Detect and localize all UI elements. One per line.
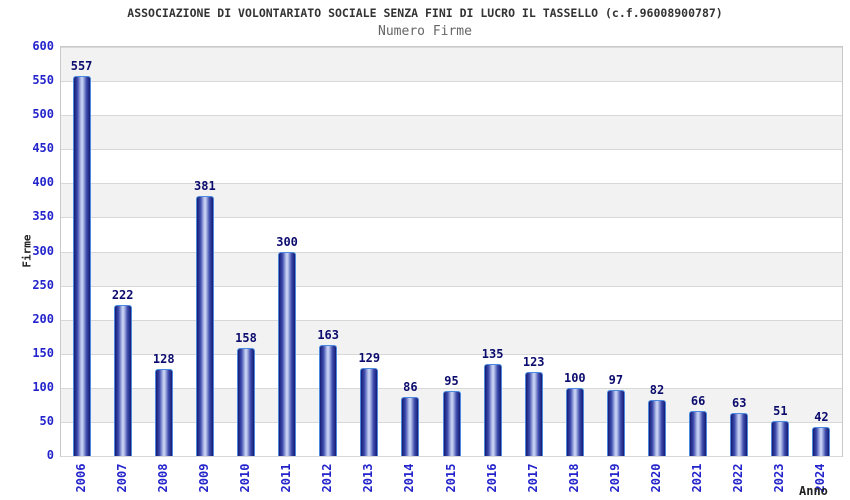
bar-value-label: 42 [814,410,829,425]
gridline [61,217,842,219]
bar-value-label: 95 [444,374,459,389]
y-tick-label: 600 [32,39,54,53]
x-axis-title: Anno [799,484,828,498]
gridline [61,47,842,48]
bar [689,411,708,456]
bar [319,344,338,456]
bar-value-label: 63 [732,396,747,411]
bar-value-label: 86 [403,380,418,395]
bar-value-label: 128 [152,351,175,366]
x-tick-label: 2010 [237,463,252,493]
plot-band [61,251,842,286]
gridline [61,81,842,83]
x-tick-label: 2017 [525,463,540,493]
gridline [61,149,842,151]
bar-value-label: 123 [522,355,545,370]
bar-value-label: 158 [235,331,257,346]
bar-value-label: 82 [649,383,665,398]
x-tick-label: 2022 [731,463,746,493]
bar-value-label: 222 [111,287,134,302]
x-tick-label: 2014 [402,463,417,493]
plot-band [61,115,842,150]
x-tick-label: 2008 [155,463,170,493]
x-tick-label: 2016 [484,463,499,493]
bar-value-label: 129 [358,351,381,366]
gridline [61,285,842,287]
bar [154,368,173,456]
x-tick-label: 2023 [772,463,787,493]
bar [72,76,91,456]
bar [195,196,214,456]
y-axis-title: Firme [20,234,34,268]
bar-value-label: 97 [608,372,624,387]
bar-value-label: 381 [194,179,216,194]
plot-band [61,47,842,82]
bar-value-label: 100 [563,370,586,385]
y-tick-label: 250 [32,277,54,292]
bar [812,427,831,456]
bar [236,348,255,456]
bar [278,251,297,456]
y-tick-label: 400 [32,175,54,190]
bar [360,368,379,456]
x-tick-label: 2020 [649,463,664,493]
plot-area: 557 222 128 381 158 300 163 129 86 95 135 123 100 97 8… [60,46,843,457]
gridline [61,353,842,355]
x-tick-label: 2012 [320,463,335,493]
x-tick-label: 2019 [607,463,622,493]
y-tick-label: 0 [46,448,54,462]
gridline [61,115,842,117]
bar-value-label: 300 [276,234,298,249]
bar-value-label: 51 [773,404,788,419]
plot-band [61,319,842,354]
chart-subtitle: Numero Firme [378,24,472,39]
gridline [61,251,842,253]
x-tick-label: 2013 [361,463,376,493]
x-tick-label: 2007 [114,463,129,493]
gridline [61,456,842,457]
y-tick-label: 300 [32,243,54,258]
page-title: ASSOCIAZIONE DI VOLONTARIATO SOCIALE SEN… [127,6,723,20]
plot-band [61,183,842,218]
x-tick-label: 2015 [443,463,458,493]
bar [442,391,461,456]
bar-value-label: 135 [481,346,504,361]
gridline [61,319,842,321]
gridline [61,387,842,389]
y-tick-label: 50 [39,413,54,428]
bar [606,389,625,456]
bar [483,363,502,456]
bar [771,421,790,456]
bar [524,372,543,456]
y-tick-label: 200 [32,311,54,326]
y-tick-label: 350 [32,209,54,224]
x-tick-label: 2018 [566,463,581,493]
bar-value-label: 557 [70,59,93,74]
x-tick-label: 2009 [196,463,211,493]
bar-value-label: 66 [690,394,706,408]
x-tick-label: 2011 [279,463,294,493]
bar [401,397,420,456]
gridline [61,183,842,185]
y-tick-label: 550 [32,73,54,88]
bar [565,387,584,456]
bar [730,413,749,456]
bar-value-label: 163 [317,327,340,342]
x-tick-label: 2006 [73,463,88,493]
y-tick-label: 100 [32,379,54,394]
y-tick-label: 500 [32,107,54,122]
y-tick-label: 450 [32,141,54,156]
bar [648,400,667,456]
bar [113,304,132,456]
x-tick-label: 2021 [690,463,705,493]
y-tick-label: 150 [32,345,54,360]
